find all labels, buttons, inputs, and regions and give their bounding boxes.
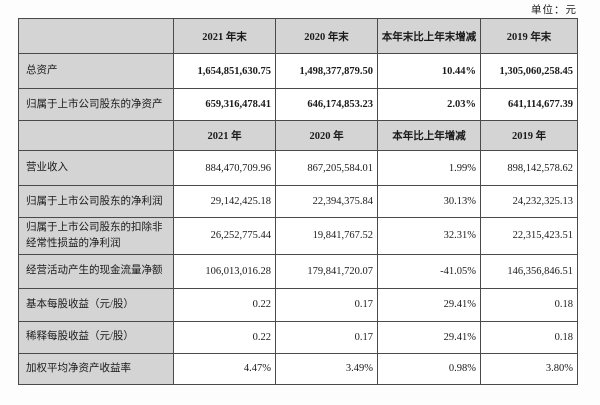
column-header-2020-year-end: 2020 年末 — [275, 18, 378, 54]
row-label: 稀释每股收益（元/股） — [18, 320, 174, 354]
row-label: 总资产 — [18, 53, 174, 89]
row-label: 归属于上市公司股东的净利润 — [18, 185, 174, 218]
value-cell: 1,498,377,879.50 — [275, 53, 378, 89]
value-cell: 29.41% — [377, 287, 481, 322]
row-label: 营业收入 — [18, 150, 174, 186]
value-cell: 22,394,375.84 — [275, 185, 378, 218]
column-header-yoy-change-year-end: 本年末比上年末增减 — [377, 18, 481, 54]
row-label: 归属于上市公司股东的净资产 — [18, 88, 174, 121]
value-cell: 898,142,578.62 — [480, 150, 578, 186]
table-row-operating-revenue: 营业收入 884,470,709.96 867,205,584.01 1.99%… — [18, 150, 578, 186]
table-header-row-year: 2021 年 2020 年 本年比上年增减 2019 年 — [18, 120, 578, 151]
value-cell: 179,841,720.07 — [275, 253, 378, 289]
value-cell: 1,305,060,258.45 — [480, 53, 578, 89]
financial-summary-table: 2021 年末 2020 年末 本年末比上年末增减 2019 年末 总资产 1,… — [18, 18, 578, 385]
value-cell: 646,174,853.23 — [275, 88, 378, 121]
column-header-2021: 2021 年 — [173, 120, 276, 151]
value-cell: 0.17 — [275, 320, 378, 354]
value-cell: 106,013,016.28 — [173, 253, 276, 289]
value-cell: 0.22 — [173, 320, 276, 354]
value-cell: 146,356,846.51 — [480, 253, 578, 289]
table-row-net-profit: 归属于上市公司股东的净利润 29,142,425.18 22,394,375.8… — [18, 185, 578, 218]
value-cell: -41.05% — [377, 253, 481, 289]
value-cell: 4.47% — [173, 352, 276, 385]
value-cell: 3.49% — [275, 352, 378, 385]
table-row-operating-cash-flow: 经营活动产生的现金流量净额 106,013,016.28 179,841,720… — [18, 253, 578, 289]
value-cell: 867,205,584.01 — [275, 150, 378, 186]
value-cell: 26,252,775.44 — [173, 217, 276, 255]
row-label: 经营活动产生的现金流量净额 — [18, 253, 174, 289]
value-cell: 19,841,767.52 — [275, 217, 378, 255]
value-cell: 1.99% — [377, 150, 481, 186]
column-header-2019: 2019 年 — [480, 120, 578, 151]
table-row-total-assets: 总资产 1,654,851,630.75 1,498,377,879.50 10… — [18, 53, 578, 89]
table-header-row-year-end: 2021 年末 2020 年末 本年末比上年末增减 2019 年末 — [18, 18, 578, 54]
value-cell: 0.98% — [377, 352, 481, 385]
row-label: 基本每股收益（元/股） — [18, 287, 174, 322]
value-cell: 0.18 — [480, 320, 578, 354]
header-empty-cell — [18, 120, 174, 151]
value-cell: 1,654,851,630.75 — [173, 53, 276, 89]
table-row-net-assets: 归属于上市公司股东的净资产 659,316,478.41 646,174,853… — [18, 88, 578, 121]
column-header-2021-year-end: 2021 年末 — [173, 18, 276, 54]
value-cell: 30.13% — [377, 185, 481, 218]
table-row-weighted-avg-roe: 加权平均净资产收益率 4.47% 3.49% 0.98% 3.80% — [18, 352, 578, 385]
column-header-2020: 2020 年 — [275, 120, 378, 151]
value-cell: 10.44% — [377, 53, 481, 89]
value-cell: 29.41% — [377, 320, 481, 354]
value-cell: 3.80% — [480, 352, 578, 385]
row-label: 归属于上市公司股东的扣除非经常性损益的净利润 — [18, 217, 174, 255]
value-cell: 22,315,423.51 — [480, 217, 578, 255]
table-row-diluted-eps: 稀释每股收益（元/股） 0.22 0.17 29.41% 0.18 — [18, 320, 578, 354]
value-cell: 29,142,425.18 — [173, 185, 276, 218]
value-cell: 884,470,709.96 — [173, 150, 276, 186]
value-cell: 641,114,677.39 — [480, 88, 578, 121]
column-header-yoy-change: 本年比上年增减 — [377, 120, 481, 151]
table-row-basic-eps: 基本每股收益（元/股） 0.22 0.17 29.41% 0.18 — [18, 287, 578, 322]
column-header-2019-year-end: 2019 年末 — [480, 18, 578, 54]
value-cell: 32.31% — [377, 217, 481, 255]
unit-label: 单位：元 — [531, 5, 577, 16]
row-label: 加权平均净资产收益率 — [18, 352, 174, 385]
value-cell: 24,232,325.13 — [480, 185, 578, 218]
header-empty-cell — [18, 18, 174, 54]
table-row-net-profit-excl-nonrecurring: 归属于上市公司股东的扣除非经常性损益的净利润 26,252,775.44 19,… — [18, 217, 578, 255]
value-cell: 2.03% — [377, 88, 481, 121]
value-cell: 0.18 — [480, 287, 578, 322]
value-cell: 0.17 — [275, 287, 378, 322]
value-cell: 659,316,478.41 — [173, 88, 276, 121]
value-cell: 0.22 — [173, 287, 276, 322]
